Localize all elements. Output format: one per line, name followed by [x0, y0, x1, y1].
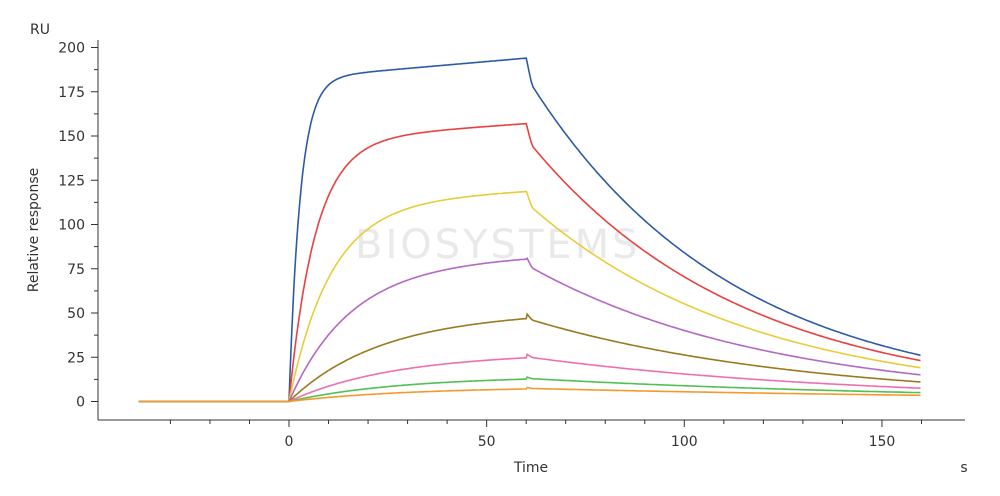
series-curve-3 — [138, 190, 921, 403]
series-curve-6 — [138, 353, 921, 403]
y-axis-title: Relative response — [26, 168, 42, 293]
y-unit-label: RU — [30, 22, 50, 38]
y-tick-label: 175 — [58, 85, 85, 101]
y-tick-label: 25 — [67, 350, 85, 366]
series-curve-7 — [138, 376, 921, 403]
x-unit-label: s — [960, 460, 967, 476]
y-tick-label: 0 — [76, 395, 85, 411]
x-axis-title: Time — [513, 460, 548, 476]
x-tick-label: 100 — [671, 434, 698, 450]
y-ticks: 0 25 50 75 100 125 150 175 200 — [58, 41, 98, 411]
series-curve-8 — [138, 386, 921, 403]
series-curve-5 — [138, 312, 921, 403]
watermark: BIOSYSTEMS — [355, 222, 641, 268]
x-tick-label: 150 — [869, 434, 896, 450]
y-tick-label: 100 — [58, 218, 85, 234]
x-ticks: 0 50 100 150 — [169, 420, 922, 450]
series-group — [138, 57, 921, 403]
series-curve-2 — [138, 122, 921, 403]
series-curve-4 — [138, 257, 921, 403]
y-tick-label: 200 — [58, 41, 85, 57]
y-tick-label: 150 — [58, 129, 85, 145]
watermark-text: BIOSYSTEMS — [355, 222, 641, 268]
y-tick-label: 50 — [67, 306, 85, 322]
x-tick-label: 50 — [478, 434, 496, 450]
y-tick-label: 75 — [67, 262, 85, 278]
series-curve-1 — [138, 57, 921, 403]
axes — [97, 40, 965, 421]
x-tick-label: 0 — [285, 434, 294, 450]
y-tick-label: 125 — [58, 173, 85, 189]
